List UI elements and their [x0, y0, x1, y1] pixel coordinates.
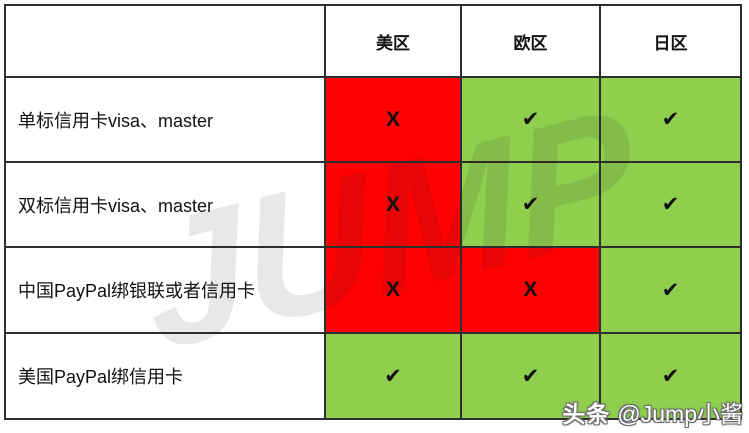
header-row: 美区 欧区 日区	[4, 4, 742, 78]
table-row: 美国PayPal绑信用卡 ✔ ✔ ✔	[4, 332, 742, 420]
row-label: 单标信用卡visa、master	[4, 76, 326, 163]
status-cell: ✔	[599, 246, 742, 334]
table-row: 中国PayPal绑银联或者信用卡 X X ✔	[4, 246, 742, 334]
row-label: 双标信用卡visa、master	[4, 161, 326, 248]
status-cell: ✔	[460, 332, 601, 420]
status-cell: ✔	[599, 76, 742, 163]
status-cell: ✔	[460, 161, 601, 248]
status-cell: X	[324, 246, 462, 334]
status-cell: X	[324, 161, 462, 248]
column-header-eu-region: 欧区	[460, 4, 601, 78]
status-cell: ✔	[599, 332, 742, 420]
table-row: 双标信用卡visa、master X ✔ ✔	[4, 161, 742, 248]
row-label: 中国PayPal绑银联或者信用卡	[4, 246, 326, 334]
region-payment-comparison-table: 美区 欧区 日区 单标信用卡visa、master X ✔ ✔ 双标信用卡vis…	[4, 4, 742, 420]
status-cell: ✔	[460, 76, 601, 163]
column-header-jp-region: 日区	[599, 4, 742, 78]
column-header-us-region: 美区	[324, 4, 462, 78]
status-cell: X	[460, 246, 601, 334]
corner-empty-cell	[4, 4, 326, 78]
status-cell: X	[324, 76, 462, 163]
row-label: 美国PayPal绑信用卡	[4, 332, 326, 420]
status-cell: ✔	[324, 332, 462, 420]
status-cell: ✔	[599, 161, 742, 248]
table-row: 单标信用卡visa、master X ✔ ✔	[4, 76, 742, 163]
